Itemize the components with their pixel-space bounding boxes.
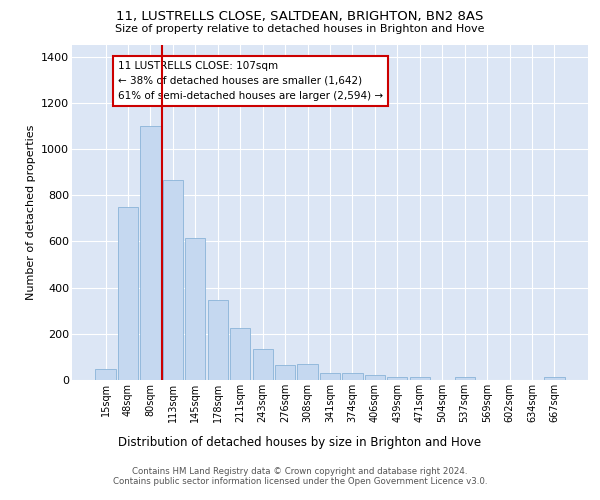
Bar [387,377,407,380]
Y-axis label: Number of detached properties: Number of detached properties [26,125,35,300]
Text: 11 LUSTRELLS CLOSE: 107sqm
← 38% of detached houses are smaller (1,642)
61% of s: 11 LUSTRELLS CLOSE: 107sqm ← 38% of deta… [118,61,383,101]
Bar [320,373,340,380]
Bar [208,300,228,380]
Bar [140,126,161,380]
Text: Contains public sector information licensed under the Open Government Licence v3: Contains public sector information licen… [113,477,487,486]
Bar [365,376,385,380]
Bar [275,365,295,380]
Bar [185,238,205,380]
Text: Contains HM Land Registry data © Crown copyright and database right 2024.: Contains HM Land Registry data © Crown c… [132,467,468,476]
Bar [163,180,183,380]
Text: Size of property relative to detached houses in Brighton and Hove: Size of property relative to detached ho… [115,24,485,34]
Bar [298,364,317,380]
Bar [410,376,430,380]
Bar [230,328,250,380]
Bar [95,369,116,380]
Bar [455,377,475,380]
Bar [343,373,362,380]
Text: 11, LUSTRELLS CLOSE, SALTDEAN, BRIGHTON, BN2 8AS: 11, LUSTRELLS CLOSE, SALTDEAN, BRIGHTON,… [116,10,484,23]
Bar [544,377,565,380]
Bar [118,206,138,380]
Bar [253,349,273,380]
Text: Distribution of detached houses by size in Brighton and Hove: Distribution of detached houses by size … [118,436,482,449]
